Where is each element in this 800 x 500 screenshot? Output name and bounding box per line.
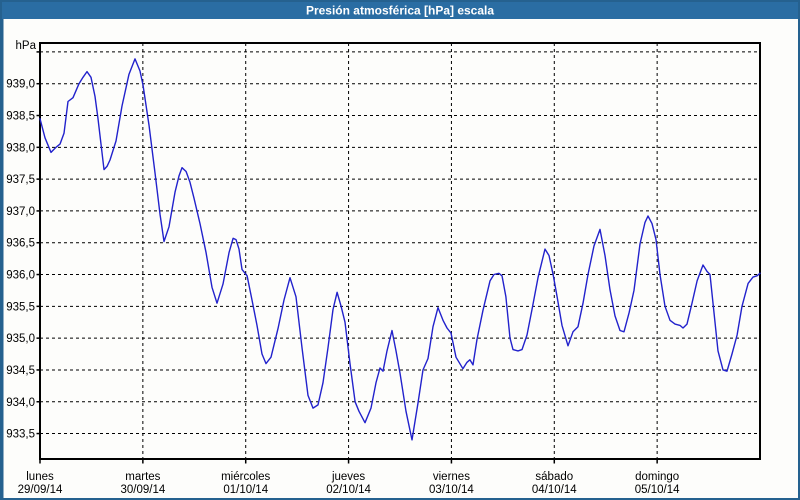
x-day-date: 29/09/14	[18, 484, 63, 496]
y-tick-label: 938,5	[6, 111, 35, 123]
y-tick-label: 936,0	[6, 270, 35, 282]
y-tick-label: 936,5	[6, 238, 35, 250]
y-tick-label: 937,5	[6, 174, 35, 186]
x-day-date: 04/10/14	[532, 484, 577, 496]
x-day-date: 05/10/14	[635, 484, 680, 496]
x-day-date: 02/10/14	[326, 484, 371, 496]
x-day-name: martes	[125, 471, 160, 483]
y-tick-label: 937,0	[6, 206, 35, 218]
x-day-name: sábado	[535, 471, 573, 483]
x-day-date: 03/10/14	[429, 484, 474, 496]
x-day-name: viernes	[433, 471, 470, 483]
y-tick-label: 933,5	[6, 429, 35, 441]
x-day-name: jueves	[331, 471, 365, 483]
y-tick-label: 939,0	[6, 79, 35, 91]
y-axis-unit-label: hPa	[16, 40, 37, 52]
y-tick-label: 935,0	[6, 333, 35, 345]
x-day-name: domingo	[635, 471, 679, 483]
y-tick-label: 938,0	[6, 142, 35, 154]
x-day-name: miércoles	[221, 471, 270, 483]
x-day-date: 30/09/14	[120, 484, 165, 496]
x-day-name: lunes	[26, 471, 54, 483]
pressure-line	[39, 58, 761, 441]
chart-title: Presión atmosférica [hPa] escala	[306, 4, 494, 18]
x-day-date: 01/10/14	[223, 484, 268, 496]
y-tick-label: 934,0	[6, 397, 35, 409]
y-axis-tick-labels: 939,0 938,5 938,0 937,5 937,0 936,5 936,0 935,5…	[6, 79, 35, 441]
plot-frame	[39, 42, 761, 460]
chart-title-bar	[2, 2, 798, 19]
y-tick-label: 935,5	[6, 301, 35, 313]
y-tick-label: 934,5	[6, 365, 35, 377]
